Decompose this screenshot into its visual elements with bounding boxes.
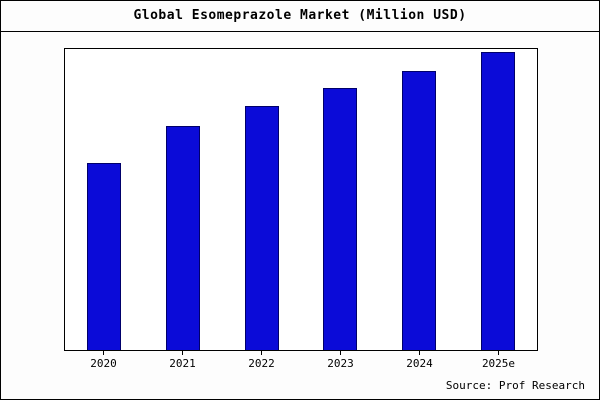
- x-tick-label: 2021: [169, 357, 196, 370]
- bar-column: [301, 49, 380, 350]
- chart-title: Global Esomeprazole Market (Million USD): [1, 1, 599, 32]
- x-tick-label: 2025e: [481, 357, 516, 370]
- bar-column: [65, 49, 144, 350]
- bar-2022: [244, 106, 279, 350]
- bar-2024: [402, 70, 437, 350]
- plot-area: [64, 48, 538, 351]
- tick-mark: [261, 351, 262, 355]
- tick-mark: [103, 351, 104, 355]
- tick-mark: [182, 351, 183, 355]
- bar-column: [222, 49, 301, 350]
- bar-column: [144, 49, 223, 350]
- bar-2023: [323, 88, 358, 350]
- bar-2020: [87, 163, 122, 350]
- x-tick-group: 2024: [380, 351, 459, 370]
- bar-column: [380, 49, 459, 350]
- labels-row: 2020 2021 2022 2023 2024 2025e: [64, 351, 538, 370]
- bar-2025e: [480, 52, 515, 350]
- x-tick-group: 2023: [301, 351, 380, 370]
- bar-2021: [166, 125, 200, 350]
- x-tick-group: 2020: [64, 351, 143, 370]
- x-tick-group: 2025e: [459, 351, 538, 370]
- tick-mark: [498, 351, 499, 355]
- x-tick-label: 2022: [248, 357, 275, 370]
- bar-column: [458, 49, 537, 350]
- bars-row: [65, 49, 537, 350]
- source-note: Source: Prof Research: [445, 379, 585, 392]
- x-tick-group: 2021: [143, 351, 222, 370]
- tick-mark: [419, 351, 420, 355]
- x-tick-group: 2022: [222, 351, 301, 370]
- x-tick-label: 2020: [90, 357, 117, 370]
- tick-mark: [340, 351, 341, 355]
- x-tick-label: 2024: [406, 357, 433, 370]
- x-tick-label: 2023: [327, 357, 354, 370]
